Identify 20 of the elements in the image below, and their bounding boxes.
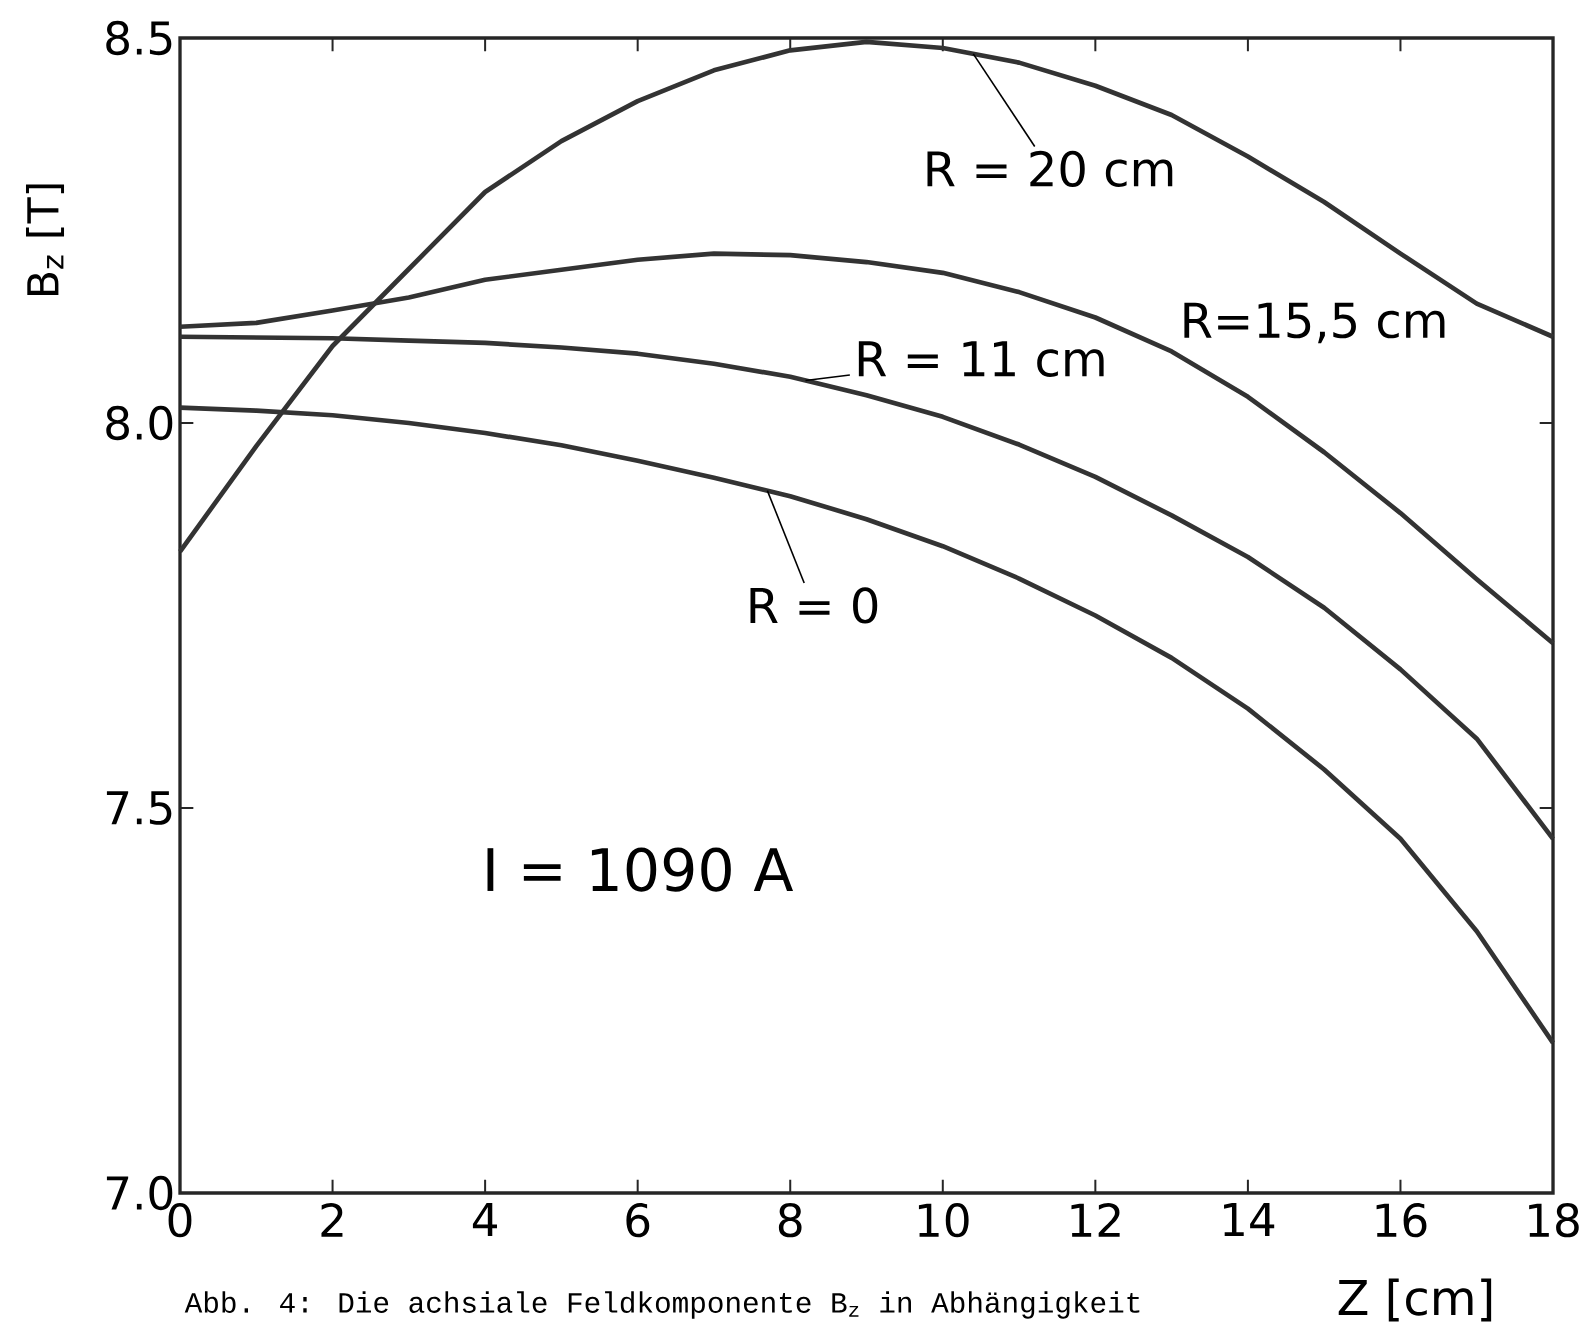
series-label: R=15,5 cm <box>1184 302 1445 344</box>
x-tick-label: 16 <box>1376 1203 1427 1238</box>
y-axis-title: B$_{z}$ [T] <box>25 184 65 296</box>
annotation: I = 1090 A <box>487 847 794 892</box>
x-tick-label: 8 <box>778 1203 802 1238</box>
x-tick-label: 4 <box>472 1203 497 1237</box>
series-label: R = 20 cm <box>927 150 1173 188</box>
x-tick-label: 18 <box>1529 1203 1579 1238</box>
series-label: R = 0 <box>750 587 878 624</box>
x-tick-label: 12 <box>1071 1203 1120 1237</box>
y-tick-label: 8.5 <box>106 20 172 56</box>
x-axis-title: Z [cm] <box>1338 1278 1492 1322</box>
x-tick-label: 14 <box>1224 1203 1275 1237</box>
x-tick-label: 2 <box>321 1203 343 1237</box>
y-tick-label: 7.5 <box>106 791 172 825</box>
y-tick-label: 8.0 <box>106 405 173 441</box>
series-label: R = 11 cm <box>858 341 1104 377</box>
x-tick-label: 6 <box>626 1203 650 1238</box>
caption: Abb. 4: Die achsiale Feldkomponente B$_{z}$ in Abhängigkeit <box>184 1291 1140 1319</box>
x-tick-label: 10 <box>918 1203 969 1238</box>
